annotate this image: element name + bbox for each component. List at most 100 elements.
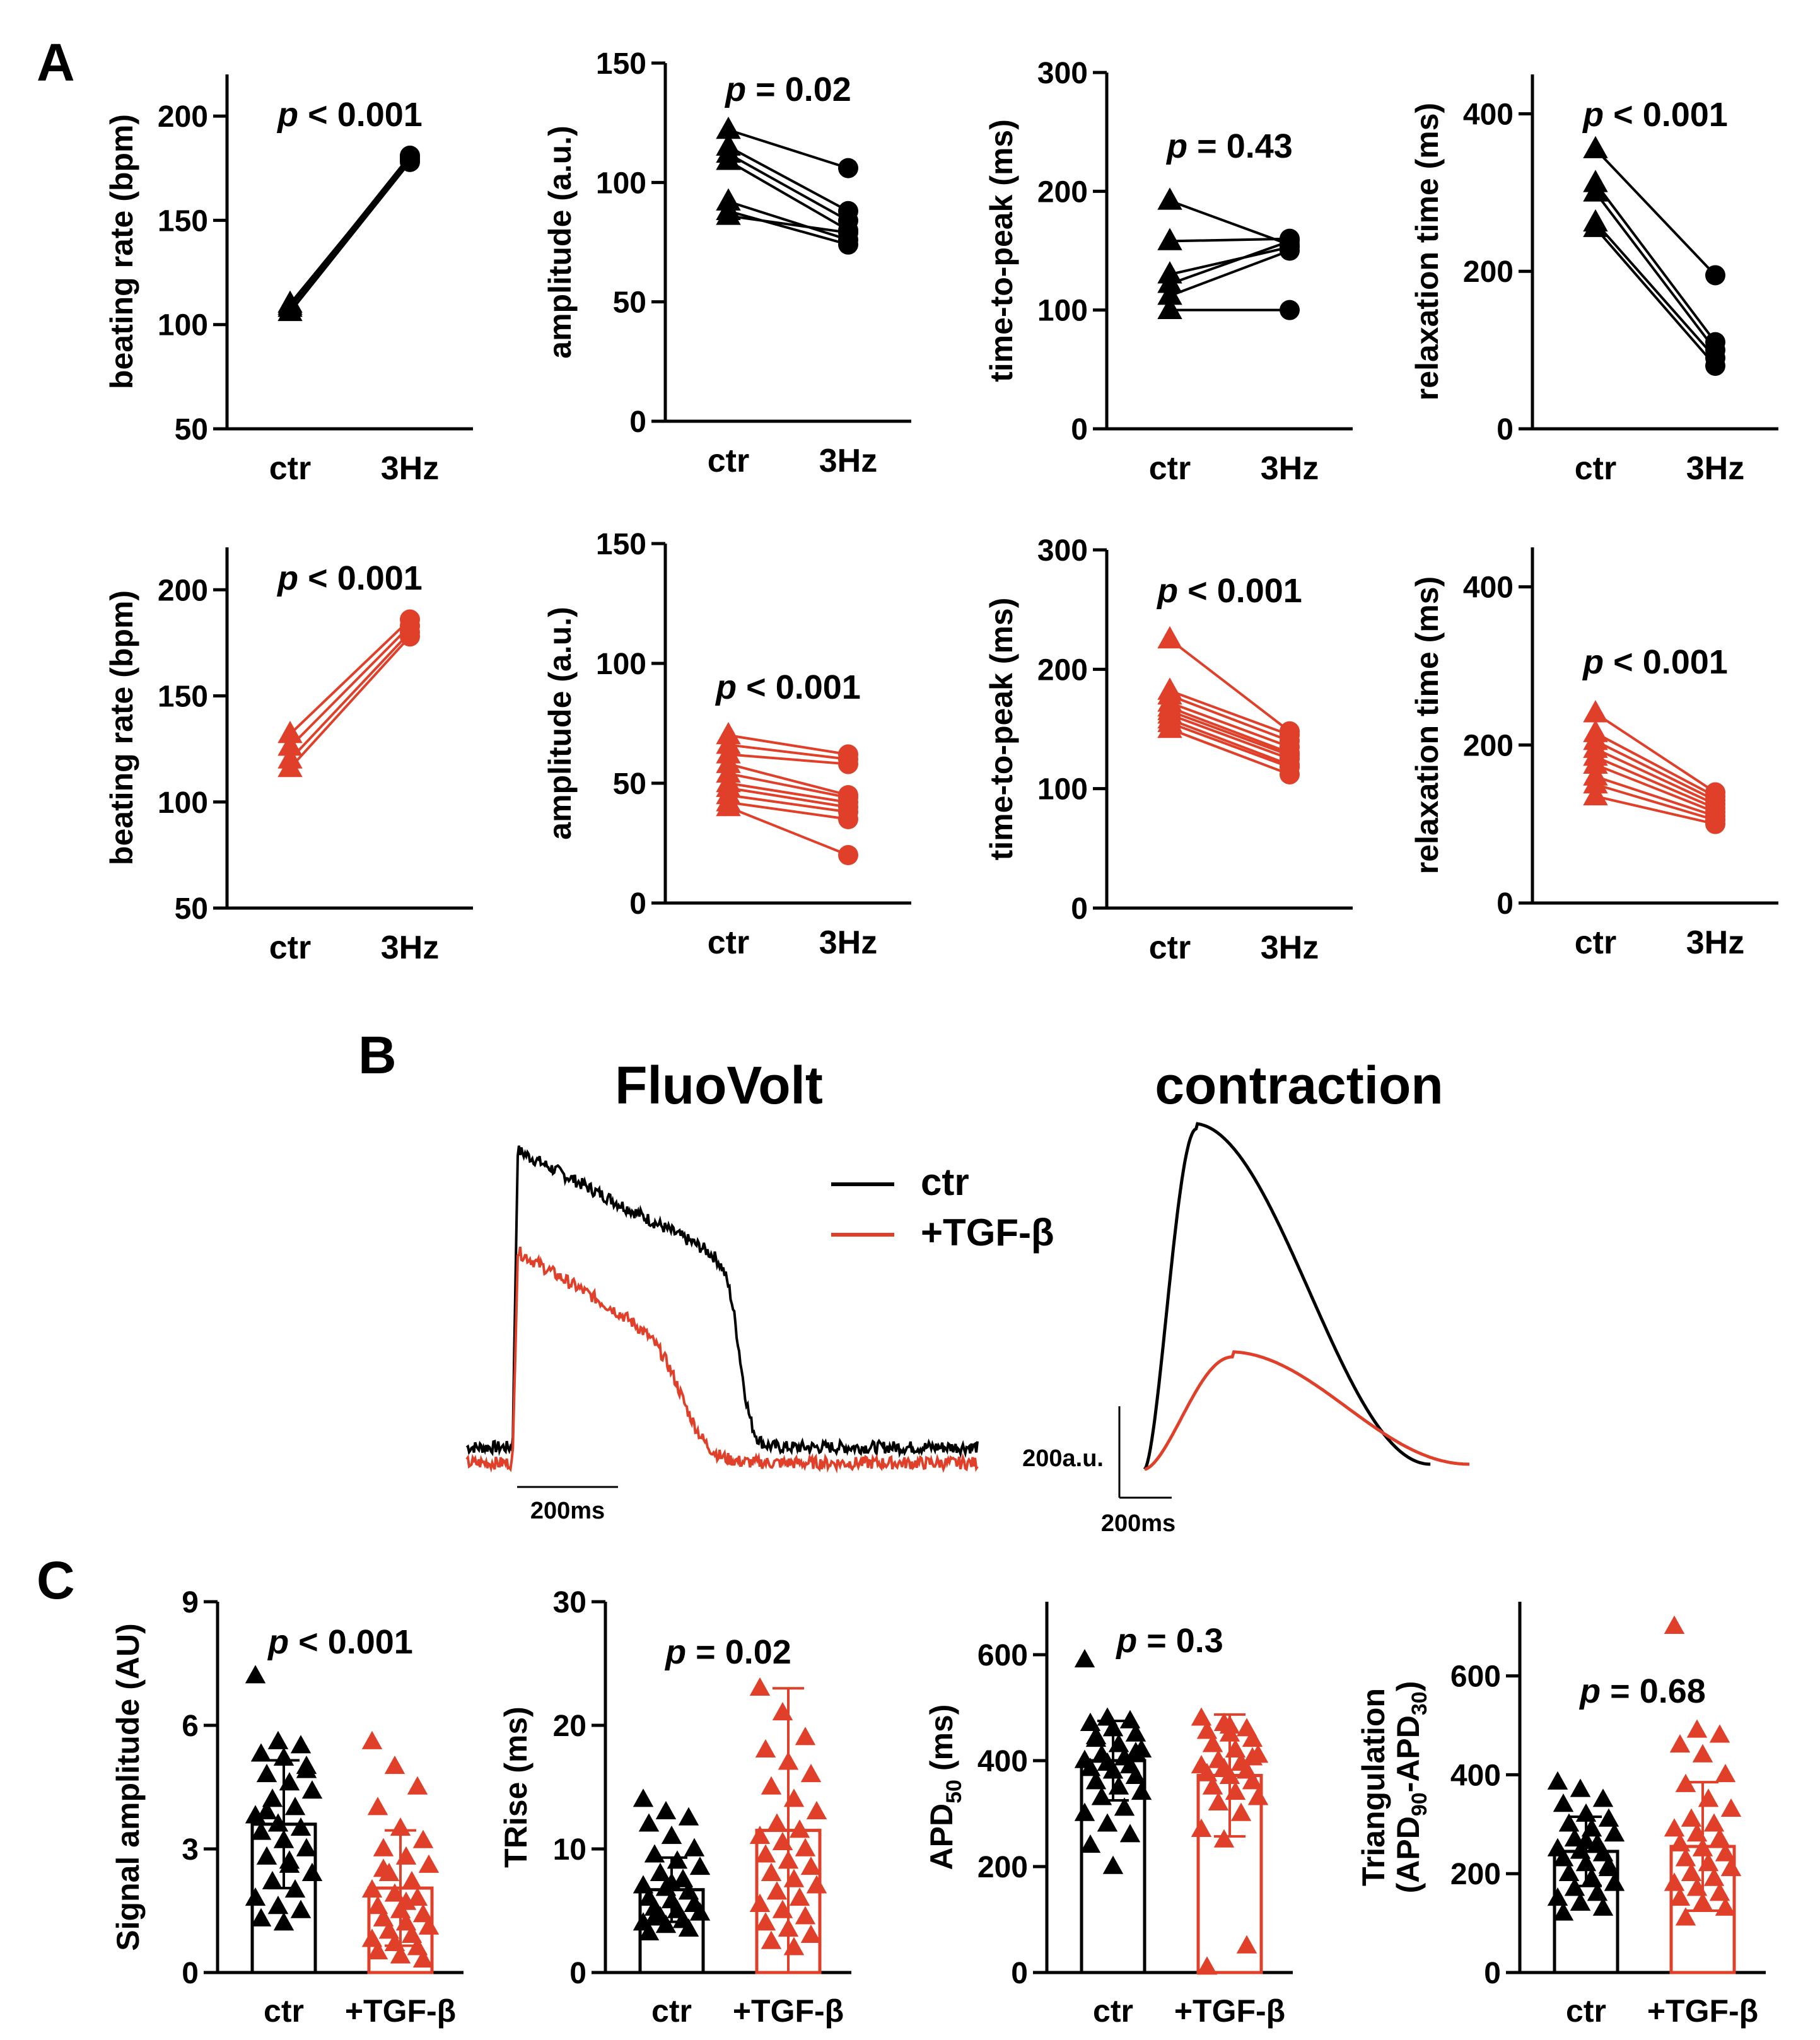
y-tick-label: 200: [158, 100, 208, 134]
p-value: p < 0.001: [276, 559, 423, 597]
pair-line: [728, 145, 849, 213]
3hz-point: [400, 626, 420, 647]
data-point: [1669, 1734, 1691, 1753]
data-point: [806, 1800, 827, 1819]
legend-label-tgf: +TGF-β: [921, 1211, 1054, 1254]
x-category-label: ctr: [708, 924, 749, 961]
3hz-point: [1280, 240, 1300, 261]
pair-line: [728, 794, 849, 813]
y-axis-label: APD50 (ms): [924, 1705, 966, 1870]
ctr-point: [1157, 271, 1182, 293]
data-point: [795, 1838, 816, 1856]
p-value-text: < 0.001: [308, 559, 423, 597]
data-point: [678, 1807, 699, 1826]
data-point: [273, 1747, 295, 1766]
y-tick-label: 50: [175, 413, 208, 446]
pair-line: [1169, 728, 1290, 776]
scalebar-y-label: 200a.u.: [1022, 1445, 1104, 1472]
data-point: [412, 1829, 434, 1848]
x-category-label: 3Hz: [1261, 450, 1319, 487]
data-point: [367, 1797, 388, 1816]
data-point: [262, 1870, 283, 1890]
p-value: p < 0.001: [715, 668, 861, 706]
p-value-text: < 0.001: [1613, 643, 1728, 681]
ctr-point: [1157, 715, 1182, 738]
3hz-point: [838, 222, 858, 243]
ctr-point: [1157, 187, 1182, 210]
y-axis-label: Signal amplitude (AU): [110, 1623, 146, 1950]
data-point: [749, 1893, 771, 1912]
p-value-text: = 0.3: [1146, 1622, 1223, 1660]
ctr-point: [277, 292, 303, 315]
data-point: [1598, 1855, 1619, 1874]
data-point: [1108, 1776, 1129, 1795]
data-point: [1592, 1788, 1614, 1807]
p-symbol: p: [276, 96, 308, 134]
pair-line: [1169, 237, 1290, 243]
ctr-point: [1157, 626, 1182, 649]
x-category-label: ctr: [1566, 1993, 1606, 2029]
y-axis-label: beating rate (bpm): [104, 590, 139, 865]
data-point: [1709, 1827, 1730, 1847]
y-axis-label: relaxation time (ms): [1409, 576, 1445, 874]
x-category-label: 3Hz: [1686, 924, 1744, 961]
data-point: [284, 1797, 306, 1816]
ctr-point: [277, 721, 303, 743]
p-symbol: p: [1156, 572, 1187, 610]
data-point: [644, 1907, 665, 1926]
data-point: [395, 1846, 417, 1865]
data-point: [800, 1856, 822, 1875]
data-point: [301, 1862, 323, 1881]
data-point: [1592, 1897, 1614, 1916]
y-axis-label: beating rate (bpm): [104, 114, 139, 389]
data-point: [250, 1908, 272, 1926]
data-point: [245, 1665, 266, 1684]
pair-line: [1169, 240, 1290, 286]
3hz-point: [1705, 356, 1725, 376]
data-point: [1703, 1813, 1725, 1832]
trace-tgf: [1144, 1350, 1469, 1471]
pair-line: [728, 743, 849, 761]
paired-chart-a1: 50 100 150 200 ctr 3Hz beating rate (bpm) p < 0…: [104, 74, 473, 487]
legend-label-ctr: ctr: [921, 1161, 969, 1203]
trace-ctr: [1143, 1122, 1431, 1471]
paired-chart-a7: 0 100 200 300 ctr 3Hz time-to-peak (ms) p < 0.0…: [984, 534, 1353, 966]
data-point: [755, 1912, 776, 1931]
data-point: [1074, 1649, 1095, 1668]
bar-chart-c3: 0 200 400 600 ctr +TGF-β APD50 (ms) p = 0.3: [924, 1602, 1293, 2029]
data-point: [1664, 1818, 1685, 1837]
pair-line: [1595, 795, 1716, 825]
data-point: [766, 1881, 788, 1900]
y-tick-label: 150: [158, 680, 208, 714]
y-tick-label: 600: [1450, 1660, 1501, 1694]
pair-line: [1169, 706, 1290, 754]
y-axis-label-line1: Triangulation: [1356, 1688, 1391, 1886]
data-point: [1191, 1707, 1212, 1726]
pair-line: [289, 159, 411, 309]
bar-chart-c1: 0 3 6 9 ctr +TGF-β Signal amplitude (AU) p < 0.…: [110, 1586, 464, 2029]
data-point: [1196, 1956, 1218, 1975]
p-value: p = 0.02: [724, 71, 851, 108]
pair-line: [728, 801, 849, 820]
y-tick-label: 150: [158, 204, 208, 238]
3hz-point: [400, 145, 420, 166]
trace-ctr: [465, 1145, 979, 1459]
data-point: [361, 1730, 383, 1749]
ctr-point: [1583, 751, 1608, 774]
y-axis-label: time-to-peak (ms): [984, 119, 1019, 382]
data-point: [1219, 1765, 1240, 1784]
pair-line: [1169, 689, 1290, 737]
y-tick-label: 150: [596, 47, 646, 81]
data-point: [1675, 1907, 1696, 1926]
data-point: [1553, 1793, 1574, 1812]
paired-chart-a2: 0 50 100 150 ctr 3Hz amplitude (a.u.) p = 0.02: [542, 47, 911, 479]
x-category-label: +TGF-β: [1174, 1993, 1285, 2029]
y-axis-label: relaxation time (ms): [1409, 103, 1445, 400]
data-point: [778, 1751, 799, 1770]
data-point: [755, 1844, 776, 1863]
data-point: [1236, 1935, 1257, 1954]
y-tick-label: 200: [977, 1851, 1028, 1884]
pair-line: [728, 772, 849, 799]
data-point: [1247, 1786, 1269, 1805]
x-category-label: 3Hz: [381, 930, 439, 966]
